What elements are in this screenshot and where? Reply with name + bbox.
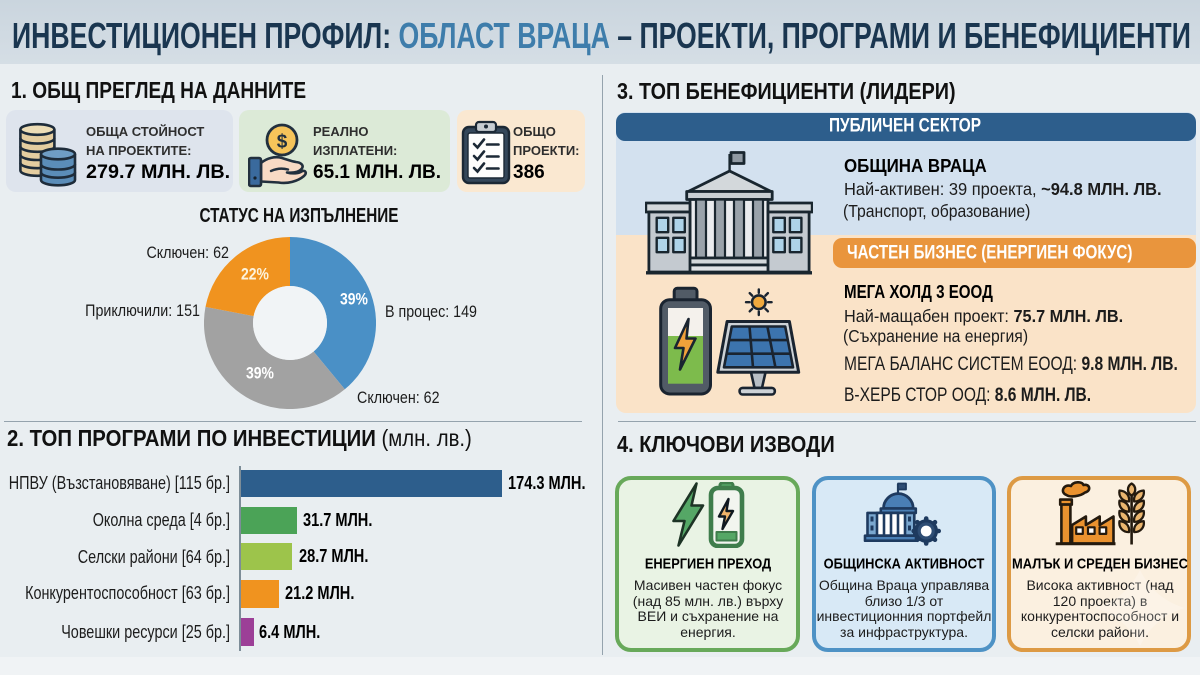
svg-text:$: $ — [277, 132, 288, 153]
